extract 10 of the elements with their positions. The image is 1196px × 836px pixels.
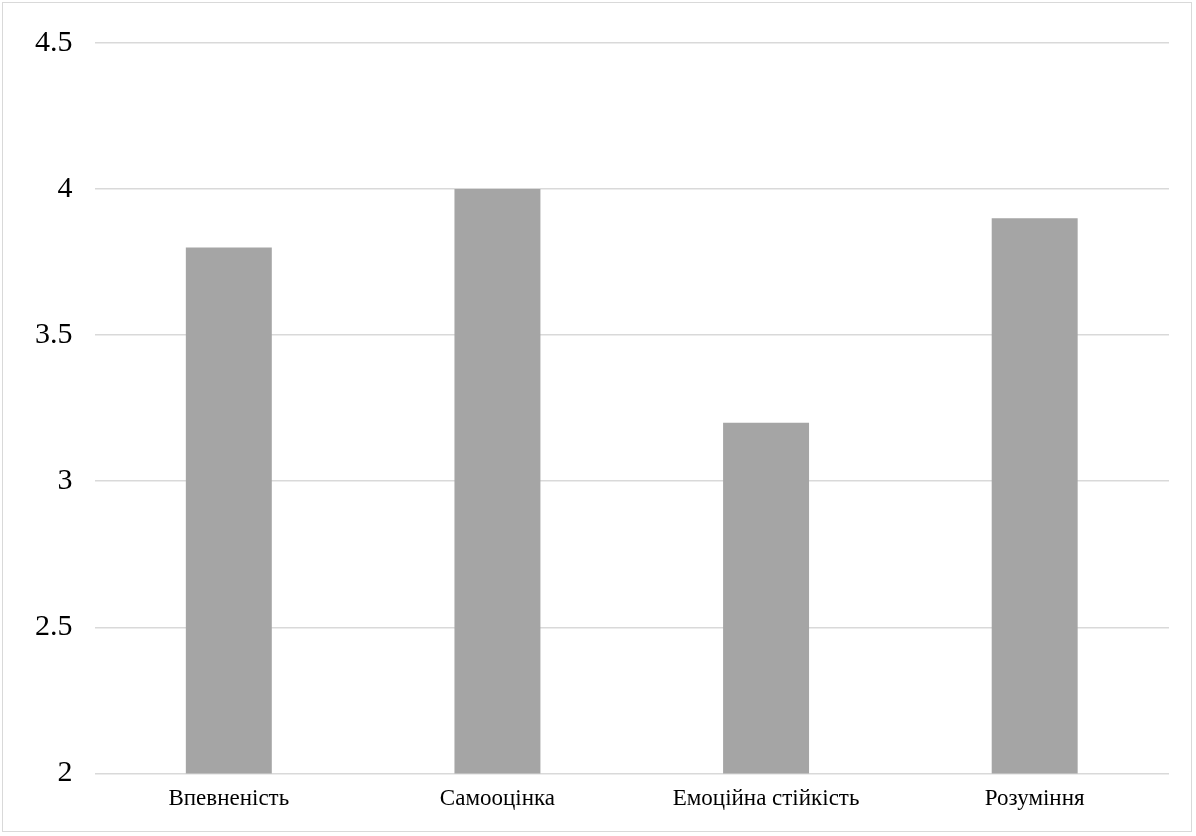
y-tick-label: 2 [57,754,73,788]
y-tick-label: 3.5 [35,316,73,350]
x-tick-label: Самооцінка [439,785,556,811]
x-tick-label: Емоційна стійкість [672,785,860,811]
y-tick-label: 3 [57,462,73,496]
y-tick-label: 2.5 [35,608,73,642]
y-tick-label: 4 [57,169,73,203]
x-tick-label: Розуміння [984,785,1085,811]
x-tick-label: Впевненість [168,785,290,811]
y-tick-label: 4.5 [35,23,73,57]
